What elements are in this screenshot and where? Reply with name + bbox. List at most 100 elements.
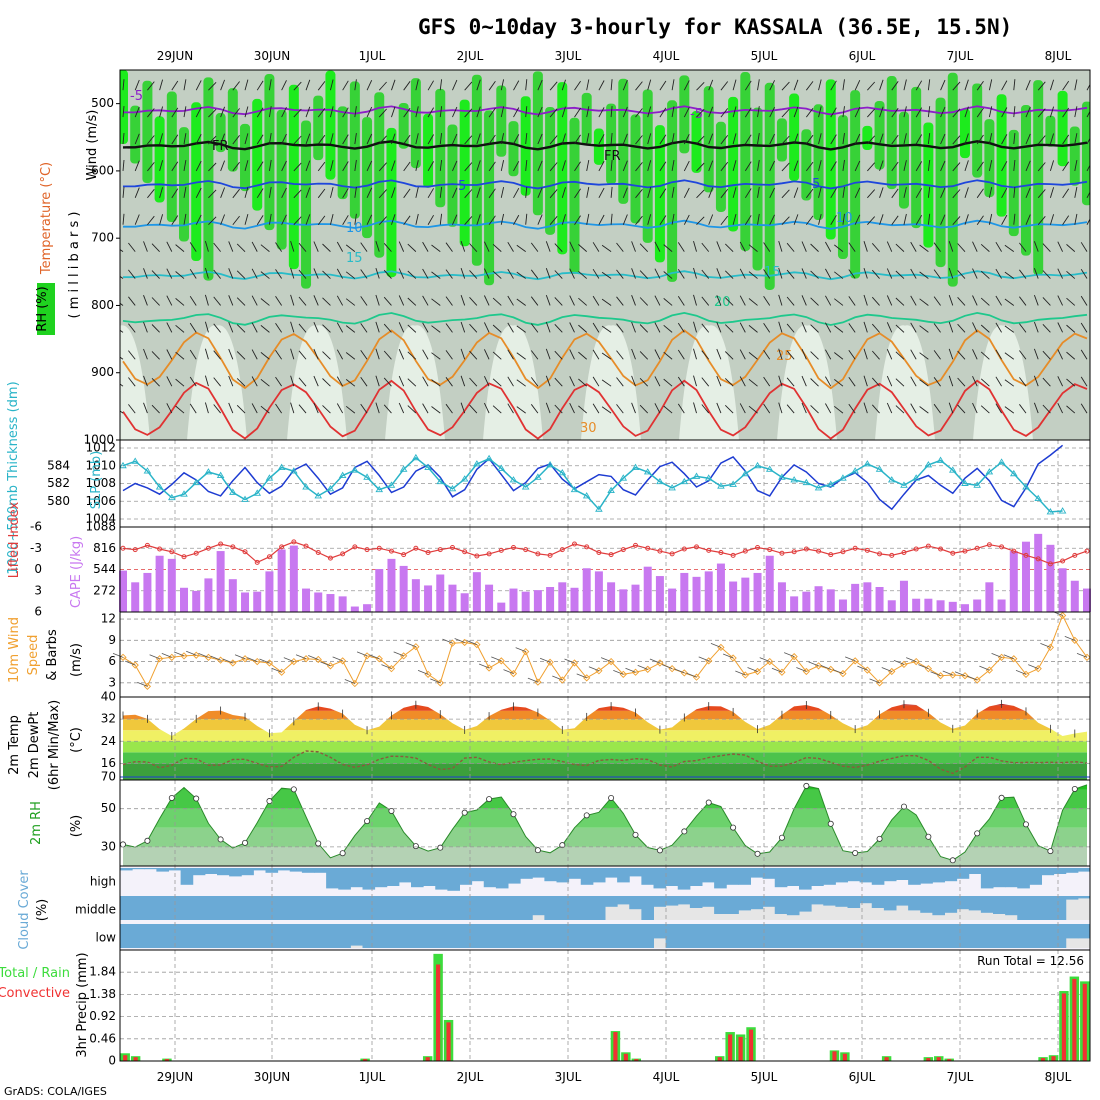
wind-barb bbox=[375, 321, 380, 333]
cloud-cell bbox=[350, 868, 363, 888]
contour-label: 15 bbox=[764, 265, 781, 280]
cloud-cell bbox=[823, 868, 836, 885]
wind-barb bbox=[578, 378, 587, 387]
thickness-marker bbox=[851, 467, 859, 474]
wind-barb bbox=[903, 160, 907, 172]
wind-barb bbox=[842, 133, 845, 145]
wind-barb bbox=[128, 242, 136, 252]
cloud-cell bbox=[944, 924, 958, 948]
wind-barb bbox=[1004, 352, 1015, 360]
wind-barb-10m bbox=[722, 653, 734, 659]
wind-barb bbox=[151, 351, 160, 360]
wind-barb bbox=[391, 214, 396, 225]
wind-barb bbox=[825, 349, 832, 360]
cloud-cell bbox=[532, 896, 545, 916]
wind-barb bbox=[120, 383, 124, 387]
wind-barb bbox=[720, 188, 729, 199]
rh-point bbox=[608, 794, 615, 801]
rh-moist-patch bbox=[789, 93, 800, 181]
wind-barb bbox=[537, 79, 543, 91]
cloud-cell bbox=[217, 868, 230, 876]
wind-barb bbox=[1033, 294, 1039, 306]
wind-barb bbox=[143, 268, 148, 279]
wind-barb bbox=[786, 350, 795, 360]
wind-barb bbox=[757, 79, 760, 91]
rh-moist-patch bbox=[886, 76, 897, 190]
wind-barb bbox=[818, 79, 822, 91]
wind-barb bbox=[464, 135, 473, 145]
cloud-cell bbox=[896, 896, 909, 906]
wind-barb bbox=[639, 377, 649, 387]
wind-barb bbox=[592, 242, 600, 252]
wind-barb bbox=[554, 270, 563, 279]
wind-barb bbox=[659, 161, 667, 172]
wind-barb bbox=[244, 160, 249, 172]
wind-barb bbox=[927, 159, 931, 171]
wind-barb bbox=[693, 267, 697, 279]
precip-convective-bar bbox=[613, 1032, 618, 1061]
wind-barb bbox=[1080, 349, 1088, 360]
wind-barb bbox=[464, 162, 473, 172]
lifted-index-point bbox=[266, 554, 272, 560]
wind-barb-10m bbox=[320, 661, 331, 667]
cape-bar bbox=[143, 572, 152, 612]
wind-barb bbox=[693, 240, 697, 252]
wind-barb bbox=[879, 79, 884, 91]
wind-barb bbox=[972, 268, 978, 279]
wind-barb bbox=[578, 244, 587, 252]
wind-barb bbox=[378, 81, 387, 91]
cape-bar bbox=[692, 576, 701, 612]
wind-barb bbox=[122, 213, 125, 225]
cloud-cell bbox=[483, 868, 497, 888]
wind-barb bbox=[298, 350, 307, 360]
wind-barb bbox=[903, 79, 907, 91]
wind-barb-10m bbox=[661, 664, 673, 670]
cloud-cell bbox=[253, 896, 266, 920]
contour-label: 15 bbox=[346, 251, 363, 266]
wind-barb bbox=[549, 135, 558, 145]
wind-barb bbox=[891, 134, 899, 145]
cloud-cell bbox=[556, 924, 570, 948]
cloud-cell bbox=[1005, 924, 1018, 948]
wind-barb bbox=[244, 133, 249, 145]
wind-barb bbox=[610, 132, 613, 145]
cloud-cell bbox=[714, 868, 727, 889]
thickness-marker bbox=[912, 474, 920, 481]
wind-barb bbox=[298, 404, 307, 414]
wind-barb bbox=[1057, 241, 1064, 252]
cloud-cell bbox=[144, 868, 157, 870]
wind-barb bbox=[763, 403, 771, 414]
thickness-marker bbox=[412, 453, 420, 461]
wind-barb bbox=[464, 108, 473, 118]
wind-barb bbox=[322, 297, 331, 306]
wind-barb bbox=[366, 106, 373, 118]
wind-barb bbox=[805, 161, 814, 172]
wind-barb bbox=[134, 79, 140, 91]
wind-barb bbox=[598, 187, 605, 199]
wind-barb-10m bbox=[552, 675, 563, 681]
wind-barb bbox=[635, 162, 643, 172]
lifted-index-point bbox=[645, 545, 651, 551]
rh-moist-patch bbox=[325, 70, 336, 180]
top-day-label: 2JUL bbox=[457, 49, 484, 63]
wind-barb bbox=[345, 352, 356, 360]
precip-convective-bar bbox=[738, 1036, 743, 1061]
wind-barb bbox=[232, 135, 240, 145]
rh-point bbox=[974, 830, 981, 837]
cloud-cell bbox=[714, 896, 727, 914]
cloud-cell bbox=[580, 868, 594, 885]
wind-barb bbox=[1066, 244, 1076, 252]
wind-barb bbox=[848, 403, 856, 414]
wind-barb bbox=[616, 377, 624, 387]
cloud-cell bbox=[1005, 896, 1018, 916]
rh-tick-label: 50 bbox=[101, 801, 116, 815]
thickness-marker bbox=[900, 481, 908, 488]
thickness-marker bbox=[790, 476, 798, 483]
wind-barb bbox=[134, 214, 140, 225]
rh-moist-patch bbox=[1082, 101, 1090, 206]
lifted-index-point bbox=[913, 546, 919, 552]
wind-barb bbox=[1004, 244, 1015, 253]
